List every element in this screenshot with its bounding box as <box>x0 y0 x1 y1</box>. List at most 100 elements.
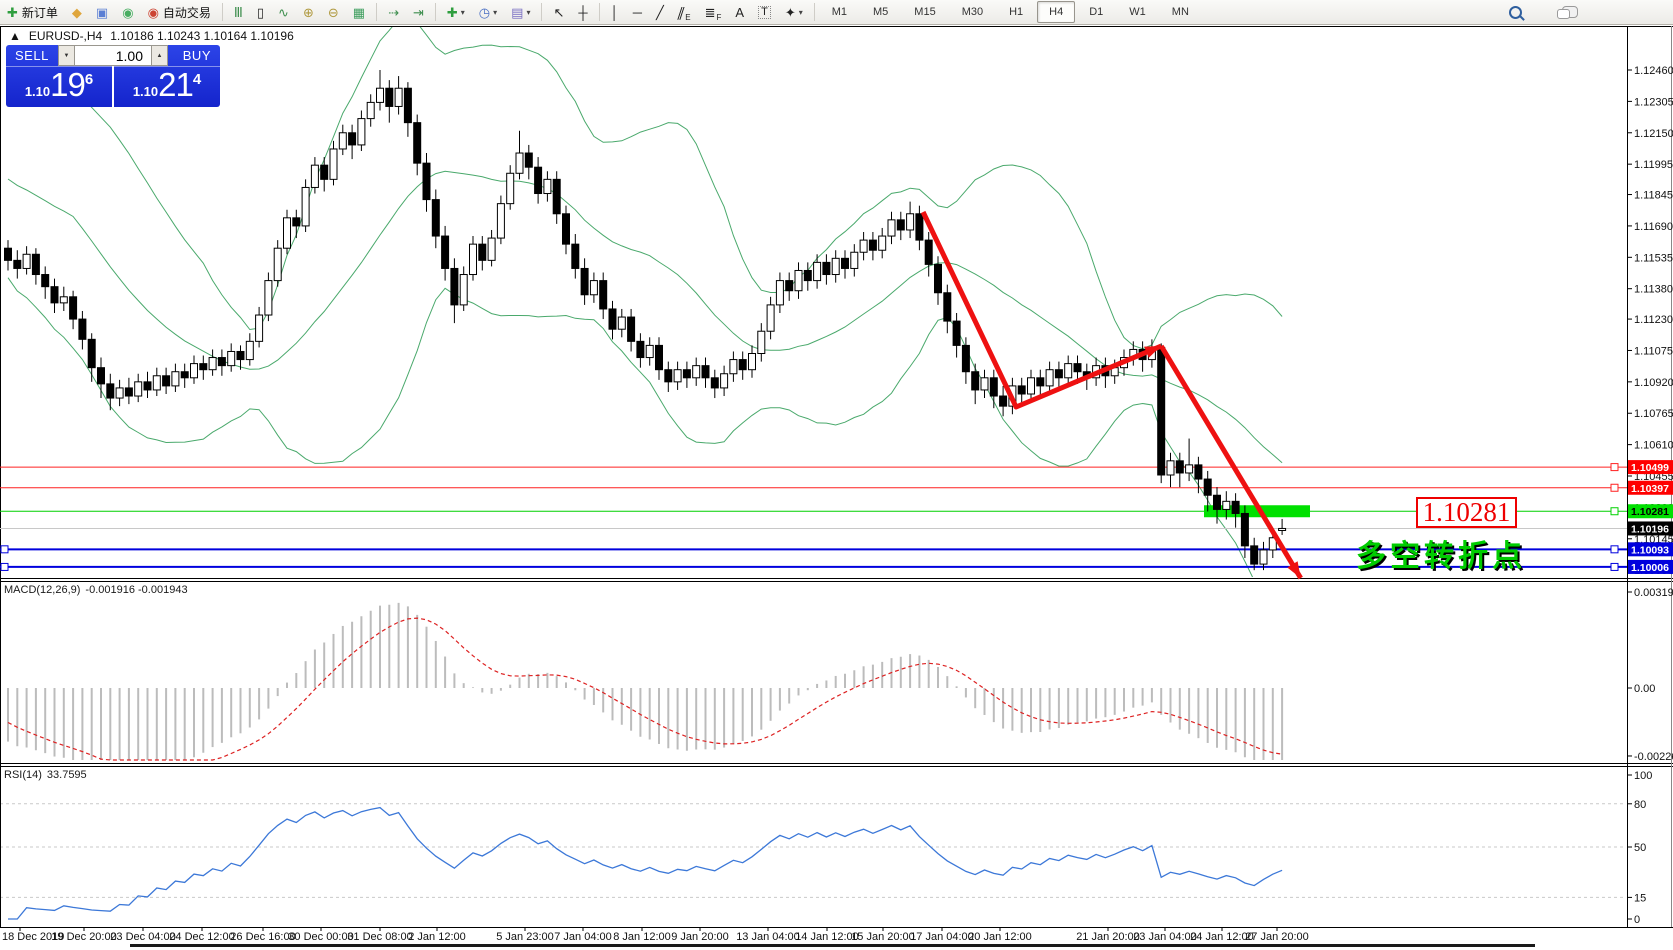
rsi-indicator-label: RSI(14) 33.7595 <box>4 769 87 781</box>
macd-values: -0.001916 -0.001943 <box>85 584 188 596</box>
hline-button[interactable]: ─ <box>627 1 648 23</box>
arrows-button[interactable]: ✦ ▾ <box>779 1 809 23</box>
volume-up-button[interactable]: ▲ <box>151 45 168 66</box>
support-highlight-rect[interactable] <box>1204 505 1310 518</box>
zoom-in-icon: ⊕ <box>302 4 314 20</box>
chevron-down-icon[interactable]: ▾ <box>460 7 465 17</box>
svg-text:17 Jan 04:00: 17 Jan 04:00 <box>910 931 974 943</box>
trendline-button[interactable]: ╱ <box>650 1 670 23</box>
svg-text:80: 80 <box>1634 799 1646 811</box>
label-icon: T <box>758 5 771 19</box>
toolbar-group-objects: ✚ ▾ ◷ ▾ ▤ ▾ <box>440 0 538 24</box>
cursor-button[interactable]: ↖ <box>547 1 570 23</box>
chevron-down-icon[interactable]: ▾ <box>798 7 803 17</box>
channel-button[interactable]: ∥ E <box>672 1 697 23</box>
timeframe-h1[interactable]: H1 <box>997 1 1035 23</box>
rsi-pane <box>1 803 1626 920</box>
chat-button[interactable] <box>1556 1 1584 23</box>
trend-arrows[interactable] <box>920 210 1306 581</box>
svg-text:1.11230: 1.11230 <box>1634 314 1673 326</box>
svg-text:23 Jan 04:00: 23 Jan 04:00 <box>1133 931 1197 943</box>
periods-button[interactable]: ◷ ▾ <box>473 1 503 23</box>
label-button[interactable]: T <box>752 1 777 23</box>
window-bottom-edge <box>130 944 1535 947</box>
timeframe-m5[interactable]: M5 <box>861 1 900 23</box>
new-order-icon: ✚ <box>7 4 18 20</box>
svg-text:1.10397: 1.10397 <box>1631 483 1669 495</box>
terminal-button[interactable]: ▣ <box>90 1 114 23</box>
vline-button[interactable]: │ <box>605 1 625 23</box>
timeframe-m15-label: M15 <box>914 6 936 18</box>
timeframe-mn[interactable]: MN <box>1160 1 1201 23</box>
diamond-icon: ◆ <box>71 4 82 20</box>
search-button[interactable] <box>1503 1 1528 23</box>
toolbar-group-timeframes: M1 M5 M15 M30 H1 H4 D1 W1 MN <box>819 0 1202 24</box>
line-chart-button[interactable]: ∿ <box>272 1 295 23</box>
timeframe-w1[interactable]: W1 <box>1117 1 1158 23</box>
svg-text:19 Dec 20:00: 19 Dec 20:00 <box>51 931 116 943</box>
buy-button[interactable]: BUY 1.10214 <box>114 45 220 107</box>
autoscroll-button[interactable]: ⇢ <box>382 1 405 23</box>
zoom-in-button[interactable]: ⊕ <box>297 1 320 23</box>
timeframe-mn-label: MN <box>1171 6 1189 18</box>
svg-text:1.11535: 1.11535 <box>1634 252 1673 264</box>
crosshair-button[interactable]: ┼ <box>572 1 593 23</box>
timeframe-d1[interactable]: D1 <box>1077 1 1115 23</box>
timeframe-d1-label: D1 <box>1089 6 1104 18</box>
svg-text:31 Dec 08:00: 31 Dec 08:00 <box>347 931 412 943</box>
timeframe-h4[interactable]: H4 <box>1037 1 1076 23</box>
toolbar-group-scroll: ⇢ ⇥ <box>381 0 431 24</box>
svg-text:7 Jan 04:00: 7 Jan 04:00 <box>554 931 612 943</box>
toolbar-group-chart-type: Ⅲ ▯ ∿ ⊕ ⊖ ▦ <box>227 0 372 24</box>
chevron-down-icon[interactable]: ▾ <box>526 7 531 17</box>
autotrading-icon: ◉ <box>147 4 159 20</box>
text-button[interactable]: A <box>729 1 750 23</box>
signals-button[interactable]: ◉ <box>116 1 139 23</box>
price-axis[interactable]: 1.12460 1.12305 1.12150 1.11995 1.11845 1.116… <box>1627 65 1673 926</box>
tile-windows-icon: ▦ <box>352 4 366 20</box>
metaeditor-button[interactable]: ◆ <box>66 1 88 23</box>
cursor-icon: ↖ <box>553 4 565 20</box>
svg-text:1.11995: 1.11995 <box>1634 159 1673 171</box>
horizontal-lines[interactable] <box>0 463 1627 571</box>
new-order-button[interactable]: ✚ 新订单 <box>1 1 64 23</box>
timeframe-h4-label: H4 <box>1049 6 1064 18</box>
new-order-button-label: 新订单 <box>21 5 58 20</box>
bar-chart-button[interactable]: Ⅲ <box>228 1 249 23</box>
fibonacci-button[interactable]: ≣ F <box>699 1 728 23</box>
autotrading-button-label: 自动交易 <box>162 5 211 20</box>
svg-text:0: 0 <box>1634 914 1640 926</box>
chart-shift-button[interactable]: ⇥ <box>407 1 430 23</box>
chart-shift-icon: ⇥ <box>412 4 424 20</box>
macd-pane <box>7 602 1284 761</box>
timeframe-m15[interactable]: M15 <box>902 1 947 23</box>
chevron-down-icon[interactable]: ▾ <box>493 7 498 17</box>
sell-button[interactable]: SELL 1.10196 <box>6 45 112 107</box>
tile-windows-button[interactable]: ▦ <box>347 1 371 23</box>
terminal-icon: ▣ <box>95 4 109 20</box>
toolbar-separator <box>376 3 378 21</box>
svg-text:20 Jan 12:00: 20 Jan 12:00 <box>968 931 1032 943</box>
volume-down-button[interactable]: ▼ <box>58 45 75 66</box>
rsi-value: 33.7595 <box>46 769 87 781</box>
candlestick-button[interactable]: ▯ <box>251 1 270 23</box>
indicators-button[interactable]: ✚ ▾ <box>441 1 471 23</box>
zoom-out-icon: ⊖ <box>327 4 339 20</box>
autotrading-button[interactable]: ◉ 自动交易 <box>142 1 217 23</box>
timeframe-m30[interactable]: M30 <box>950 1 995 23</box>
search-icon <box>1509 5 1522 19</box>
timeframe-h1-label: H1 <box>1009 6 1024 18</box>
svg-text:100: 100 <box>1634 770 1652 782</box>
bar-chart-icon: Ⅲ <box>233 4 243 20</box>
zoom-out-button[interactable]: ⊖ <box>322 1 345 23</box>
templates-button[interactable]: ▤ ▾ <box>505 1 536 23</box>
svg-text:1.11845: 1.11845 <box>1634 190 1673 202</box>
price-callout-box[interactable]: 1.10281 <box>1416 497 1517 528</box>
turning-point-text[interactable]: 多空转折点 <box>1356 540 1526 573</box>
timeframe-m1[interactable]: M1 <box>820 1 859 23</box>
collapse-panel-arrow[interactable]: ▲ <box>9 29 21 43</box>
volume-input[interactable] <box>75 45 151 66</box>
hline-icon: ─ <box>632 4 642 20</box>
